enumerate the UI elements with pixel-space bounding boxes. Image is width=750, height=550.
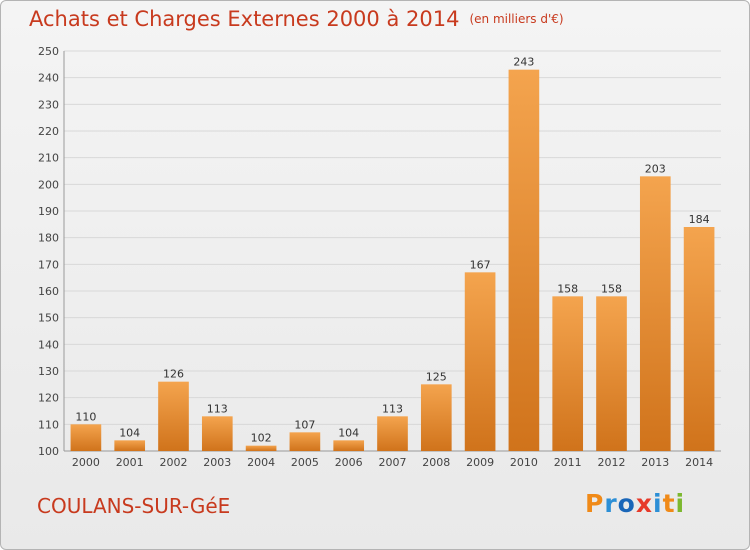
x-tick-label: 2011 (554, 456, 582, 469)
bar (70, 424, 102, 451)
logo-letter: o (617, 489, 636, 518)
logo-letter: x (635, 489, 653, 518)
y-tick-label: 220 (38, 125, 59, 138)
logo-letter: i (653, 489, 663, 518)
y-tick-label: 240 (38, 72, 59, 85)
x-tick-label: 2007 (379, 456, 407, 469)
x-tick-label: 2006 (335, 456, 363, 469)
y-tick-label: 200 (38, 178, 59, 191)
x-tick-label: 2014 (685, 456, 713, 469)
x-tick-label: 2000 (72, 456, 100, 469)
chart-title-text: Achats et Charges Externes 2000 à 2014 (29, 7, 460, 31)
bar (464, 272, 496, 451)
value-label: 126 (163, 368, 184, 381)
logo-letter: P (585, 489, 605, 518)
x-tick-label: 2013 (641, 456, 669, 469)
city-name: COULANS-SUR-GéE (37, 494, 231, 518)
x-tick-label: 2008 (422, 456, 450, 469)
value-label: 110 (75, 410, 96, 423)
value-label: 158 (557, 282, 578, 295)
bar (508, 69, 540, 452)
bar (114, 440, 146, 451)
y-tick-label: 230 (38, 98, 59, 111)
bar (552, 296, 584, 451)
value-label: 104 (119, 426, 140, 439)
x-tick-label: 2002 (160, 456, 188, 469)
value-label: 158 (601, 282, 622, 295)
bar (639, 176, 671, 452)
x-tick-label: 2012 (598, 456, 626, 469)
value-label: 107 (294, 418, 315, 431)
chart-title: Achats et Charges Externes 2000 à 2014 (e… (29, 7, 564, 31)
bar (333, 440, 365, 451)
value-label: 167 (470, 258, 491, 271)
y-tick-label: 170 (38, 258, 59, 271)
value-label: 184 (689, 213, 710, 226)
y-tick-label: 150 (38, 312, 59, 325)
bar (377, 416, 408, 451)
bar (683, 227, 715, 451)
bar (158, 381, 189, 451)
x-tick-label: 2001 (116, 456, 144, 469)
x-tick-label: 2004 (247, 456, 275, 469)
value-label: 104 (338, 426, 359, 439)
x-tick-label: 2009 (466, 456, 494, 469)
y-tick-label: 110 (38, 418, 59, 431)
bar (201, 416, 233, 451)
bar (289, 432, 321, 451)
y-tick-label: 160 (38, 285, 59, 298)
y-tick-label: 210 (38, 152, 59, 165)
y-tick-label: 250 (38, 45, 59, 58)
value-label: 125 (426, 370, 447, 383)
value-label: 203 (645, 162, 666, 175)
bar (245, 445, 277, 451)
x-tick-label: 2003 (203, 456, 231, 469)
y-tick-label: 120 (38, 392, 59, 405)
value-label: 243 (513, 56, 534, 69)
x-tick-label: 2005 (291, 456, 319, 469)
y-tick-label: 180 (38, 232, 59, 245)
logo-letter: i (675, 489, 686, 518)
value-label: 102 (251, 432, 272, 445)
x-tick-labels: 2000 2001 2002 2003 2004 2005 2006 2007 2008 2009… (72, 456, 713, 469)
proxiti-logo: Proxiti (585, 489, 685, 518)
chart-unit: (en milliers d'€) (469, 12, 564, 26)
value-label: 113 (207, 402, 228, 415)
y-tick-label: 100 (38, 445, 59, 458)
y-tick-label: 190 (38, 205, 59, 218)
logo-letter: r (604, 489, 618, 518)
bar (596, 296, 627, 451)
bars (70, 69, 715, 452)
y-tick-labels: 100 110 120 130 140 150 160 170 180 190 200 210 220 2… (38, 45, 59, 458)
logo-letter: t (662, 489, 676, 518)
y-tick-label: 130 (38, 365, 59, 378)
value-label: 113 (382, 402, 403, 415)
value-labels: 110 104 126 113 102 107 104 113 125 167 243 158 158 2… (75, 56, 709, 445)
y-tick-label: 140 (38, 338, 59, 351)
x-tick-label: 2010 (510, 456, 538, 469)
bar (420, 384, 452, 451)
